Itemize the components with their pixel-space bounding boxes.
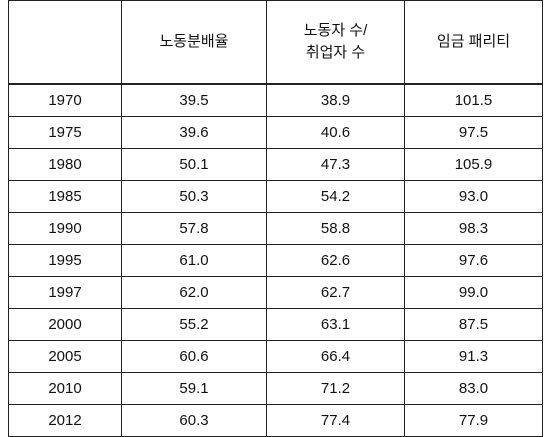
value-cell: 39.5: [121, 83, 267, 117]
value-cell: 50.3: [121, 180, 267, 213]
table-row: 2000 55.2 63.1 87.5: [8, 308, 543, 341]
value-cell: 105.9: [404, 148, 543, 181]
header-row: 노동분배율 노동자 수/ 취업자 수 임금 패리티: [8, 0, 543, 85]
value-cell: 60.3: [121, 404, 267, 437]
table-row: 2012 60.3 77.4 77.9: [8, 404, 543, 437]
value-cell: 57.8: [121, 212, 267, 245]
year-cell: 1985: [8, 180, 122, 213]
data-table: 노동분배율 노동자 수/ 취업자 수 임금 패리티 1970 39.5 38.9 101.…: [8, 0, 543, 437]
header-cell: 노동분배율: [121, 0, 267, 85]
year-cell: 1975: [8, 116, 122, 149]
year-cell: 2010: [8, 372, 122, 405]
value-cell: 77.9: [404, 404, 543, 437]
year-cell: 1995: [8, 244, 122, 277]
value-cell: 77.4: [266, 404, 405, 437]
header-cell: 임금 패리티: [404, 0, 543, 85]
value-cell: 40.6: [266, 116, 405, 149]
value-cell: 101.5: [404, 83, 543, 117]
table-header: 노동분배율 노동자 수/ 취업자 수 임금 패리티: [8, 0, 543, 85]
table-row: 1970 39.5 38.9 101.5: [8, 83, 543, 117]
value-cell: 62.0: [121, 276, 267, 309]
header-cell: 노동자 수/ 취업자 수: [266, 0, 405, 85]
year-cell: 2012: [8, 404, 122, 437]
value-cell: 58.8: [266, 212, 405, 245]
value-cell: 99.0: [404, 276, 543, 309]
value-cell: 59.1: [121, 372, 267, 405]
table-row: 2010 59.1 71.2 83.0: [8, 372, 543, 405]
value-cell: 97.5: [404, 116, 543, 149]
value-cell: 55.2: [121, 308, 267, 341]
value-cell: 50.1: [121, 148, 267, 181]
value-cell: 71.2: [266, 372, 405, 405]
value-cell: 62.7: [266, 276, 405, 309]
table-row: 1985 50.3 54.2 93.0: [8, 180, 543, 213]
table-body: 1970 39.5 38.9 101.5 1975 39.6 40.6 97.5 1980 50.…: [8, 83, 543, 437]
value-cell: 93.0: [404, 180, 543, 213]
value-cell: 98.3: [404, 212, 543, 245]
year-cell: 1997: [8, 276, 122, 309]
value-cell: 62.6: [266, 244, 405, 277]
value-cell: 39.6: [121, 116, 267, 149]
value-cell: 63.1: [266, 308, 405, 341]
table-row: 1995 61.0 62.6 97.6: [8, 244, 543, 277]
table-row: 2005 60.6 66.4 91.3: [8, 340, 543, 373]
year-cell: 1990: [8, 212, 122, 245]
year-cell: 2000: [8, 308, 122, 341]
year-cell: 1970: [8, 83, 122, 117]
year-cell: 2005: [8, 340, 122, 373]
table-row: 1980 50.1 47.3 105.9: [8, 148, 543, 181]
value-cell: 83.0: [404, 372, 543, 405]
value-cell: 60.6: [121, 340, 267, 373]
table-row: 1990 57.8 58.8 98.3: [8, 212, 543, 245]
value-cell: 66.4: [266, 340, 405, 373]
value-cell: 91.3: [404, 340, 543, 373]
value-cell: 47.3: [266, 148, 405, 181]
table-row: 1997 62.0 62.7 99.0: [8, 276, 543, 309]
table-row: 1975 39.6 40.6 97.5: [8, 116, 543, 149]
header-cell: [8, 0, 122, 85]
value-cell: 97.6: [404, 244, 543, 277]
value-cell: 87.5: [404, 308, 543, 341]
year-cell: 1980: [8, 148, 122, 181]
value-cell: 38.9: [266, 83, 405, 117]
value-cell: 61.0: [121, 244, 267, 277]
value-cell: 54.2: [266, 180, 405, 213]
